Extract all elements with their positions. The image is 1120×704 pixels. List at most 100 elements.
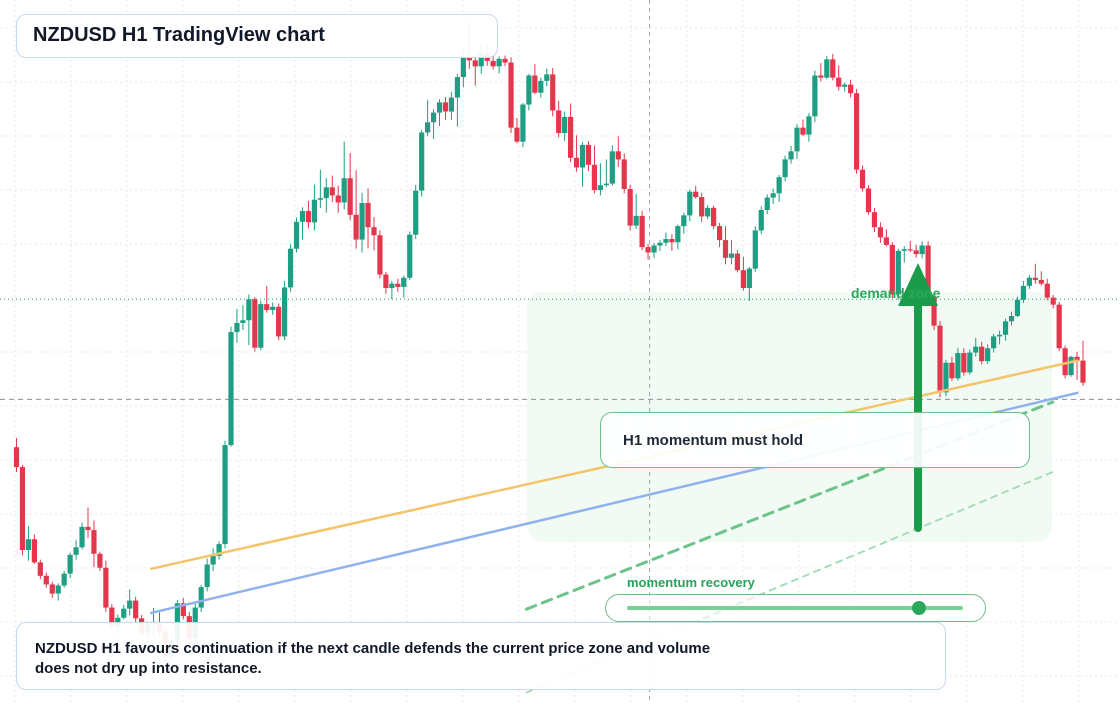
chart-title: NZDUSD H1 TradingView chart xyxy=(33,24,325,46)
candle-body xyxy=(490,60,496,67)
candle-body xyxy=(460,57,466,78)
candle-body xyxy=(323,187,329,199)
candle-body xyxy=(734,253,741,271)
candle-body xyxy=(317,198,323,200)
candle-body xyxy=(532,75,538,93)
candle-body xyxy=(37,562,43,576)
candle-body xyxy=(448,97,455,112)
candle-body xyxy=(830,59,836,78)
candle-body xyxy=(127,600,133,609)
candle-body xyxy=(258,304,264,348)
candle-body xyxy=(1014,299,1021,316)
candle-body xyxy=(121,608,127,618)
candle-body xyxy=(85,526,91,531)
candle-body xyxy=(627,188,633,226)
candle-body xyxy=(603,183,609,186)
candle-body xyxy=(979,346,985,362)
candle-body xyxy=(556,110,562,134)
candle-body xyxy=(693,191,699,198)
candle-body xyxy=(859,169,866,189)
candle-body xyxy=(31,539,37,563)
candle-body xyxy=(264,304,270,311)
candle-body xyxy=(848,84,854,94)
candle-body xyxy=(240,320,246,323)
candle-body xyxy=(991,336,997,349)
candle-body xyxy=(740,270,746,288)
trend-line xyxy=(524,400,1055,611)
candle-body xyxy=(180,603,186,617)
candle-body xyxy=(788,151,794,160)
candle-body xyxy=(591,164,598,191)
candle-body xyxy=(401,277,407,287)
candle-body xyxy=(550,74,556,111)
analysis-note-line2: does not dry up into resistance. xyxy=(35,660,262,677)
candle-body xyxy=(430,112,437,123)
candle-body xyxy=(252,299,258,348)
candle-body xyxy=(13,447,20,468)
analysis-note-panel: NZDUSD H1 favours continuation if the ne… xyxy=(16,622,946,690)
candle-body xyxy=(752,230,758,269)
candle-body xyxy=(562,116,568,134)
candle-body xyxy=(1020,285,1027,300)
momentum-slider-handle[interactable] xyxy=(912,601,927,615)
candle-body xyxy=(722,240,729,258)
candle-body xyxy=(842,84,848,87)
candle-body xyxy=(61,573,67,586)
candle-body xyxy=(633,215,639,226)
candle-body xyxy=(25,539,32,550)
candle-body xyxy=(663,239,669,243)
candle-body xyxy=(657,242,663,246)
candle-body xyxy=(853,93,860,170)
candle-body xyxy=(133,600,139,619)
momentum-label: momentum recovery xyxy=(627,575,755,590)
candle-body xyxy=(103,567,109,608)
candle-body xyxy=(55,585,61,594)
candle-body xyxy=(234,322,240,333)
candle-body xyxy=(639,215,645,248)
demand-zone-label: demand zone xyxy=(851,285,941,301)
candle-body xyxy=(329,187,335,196)
candle-body xyxy=(764,197,770,210)
candle-body xyxy=(1038,279,1044,284)
candle-body xyxy=(1068,356,1074,376)
candle-body xyxy=(746,268,752,288)
candle-body xyxy=(1008,315,1015,322)
candle-body xyxy=(800,127,806,135)
candle-body xyxy=(716,226,723,241)
candle-body xyxy=(651,245,657,253)
candle-body xyxy=(276,306,282,337)
candle-body xyxy=(49,584,55,594)
candle-body xyxy=(383,274,389,288)
momentum-track-fill xyxy=(627,606,963,610)
candle-body xyxy=(573,157,580,168)
candle-body xyxy=(955,353,961,379)
candle-body xyxy=(395,283,401,287)
candle-body xyxy=(335,195,341,203)
candle-body xyxy=(67,554,73,574)
candle-body xyxy=(246,299,252,321)
candle-body xyxy=(1062,348,1068,376)
up-arrow-head xyxy=(898,263,938,306)
candle-body xyxy=(871,212,878,228)
candle-body xyxy=(377,235,383,275)
candle-body xyxy=(359,202,365,240)
candle-body xyxy=(806,116,812,135)
candle-body xyxy=(293,221,300,249)
candle-body xyxy=(222,445,228,545)
candle-body xyxy=(1044,283,1050,298)
candle-body xyxy=(883,237,889,245)
candle-body xyxy=(836,77,842,87)
candle-body xyxy=(669,239,675,243)
candle-body xyxy=(901,249,907,251)
candle-body xyxy=(413,190,419,235)
candle-body xyxy=(961,353,967,373)
candle-body xyxy=(287,248,294,288)
candle-body xyxy=(770,193,776,198)
candle-body xyxy=(1080,360,1086,383)
candle-body xyxy=(514,127,520,142)
candle-body xyxy=(371,227,377,236)
candle-body xyxy=(347,178,353,215)
candle-body xyxy=(949,362,955,379)
candle-body xyxy=(985,348,991,362)
